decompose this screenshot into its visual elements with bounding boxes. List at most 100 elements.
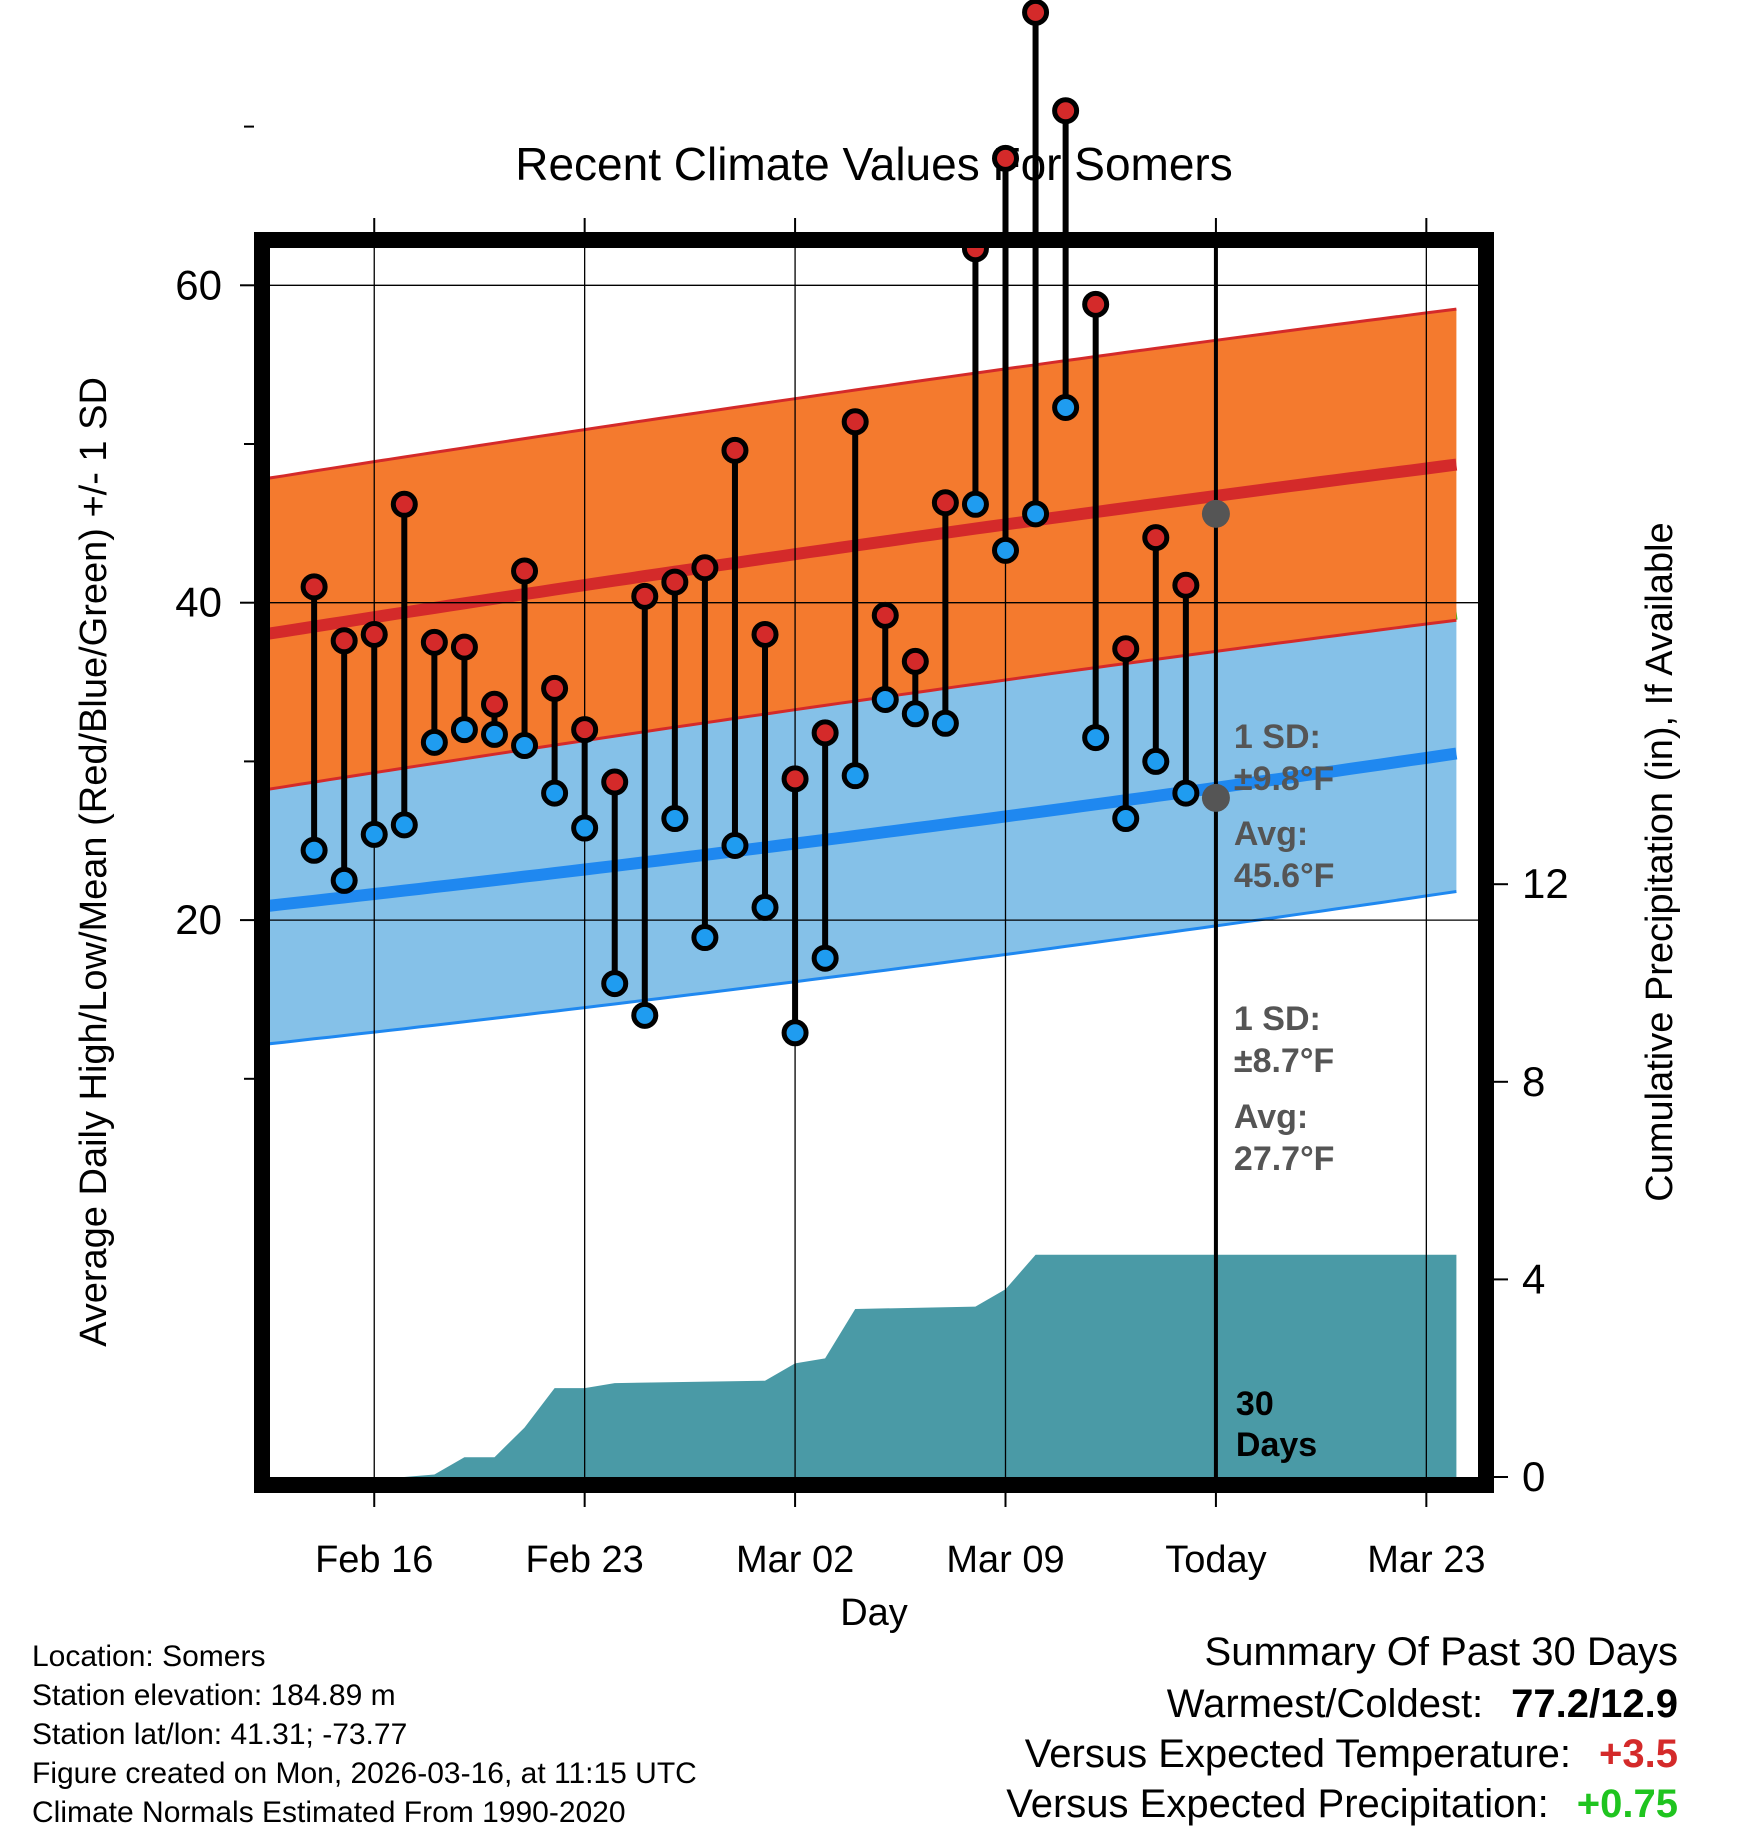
daily-high-marker [601, 768, 629, 796]
precipitation-anomaly-value: +0.75 [1576, 1782, 1678, 1826]
daily-high-marker [781, 765, 809, 793]
window-days-number: 30 [1236, 1385, 1274, 1423]
daily-low-marker [390, 811, 418, 839]
daily-high-marker [992, 144, 1019, 172]
y2-tick-label: 0 [1522, 1453, 1545, 1500]
daily-low-marker [841, 762, 869, 790]
y-axis-label: Average Daily High/Low/Mean (Red/Blue/Gr… [73, 377, 115, 1347]
x-tick-label: Mar 23 [1367, 1539, 1485, 1581]
daily-high-marker [480, 690, 508, 718]
daily-low-marker [511, 732, 539, 760]
daily-low-marker [360, 820, 388, 848]
high-avg-value: 45.6°F [1234, 857, 1335, 895]
today-low-avg-dot [1201, 783, 1230, 812]
daily-low-marker [1112, 805, 1140, 833]
daily-low-marker [571, 814, 599, 842]
daily-high-marker [420, 628, 448, 656]
daily-low-marker [1082, 724, 1110, 752]
daily-low-marker [450, 716, 478, 744]
footer-location: Location: Somers [32, 1640, 266, 1673]
daily-low-marker [631, 1001, 659, 1029]
daily-low-marker [330, 866, 358, 894]
temperature-anomaly-value: +3.5 [1599, 1732, 1678, 1776]
daily-low-marker [420, 728, 448, 756]
today-high-avg-dot [1201, 499, 1230, 528]
daily-high-marker [300, 573, 328, 601]
daily-high-marker [901, 647, 929, 675]
daily-high-marker [751, 620, 779, 648]
daily-low-marker [961, 490, 989, 518]
summary-warmest-coldest: Warmest/Coldest: 77.2/12.9 [1167, 1684, 1678, 1724]
daily-high-marker [360, 620, 388, 648]
warmest-coldest-label: Warmest/Coldest: [1166, 1682, 1484, 1726]
daily-high-marker [871, 601, 899, 629]
footer-created: Figure created on Mon, 2026-03-16, at 11… [32, 1757, 697, 1790]
daily-high-marker [811, 719, 839, 747]
y2-axis-label: Cumulative Precipitation (in), If Availa… [1639, 522, 1681, 1201]
daily-low-marker [1172, 779, 1200, 807]
precipitation-anomaly-label: Versus Expected Precipitation: [1006, 1782, 1549, 1826]
daily-low-marker [480, 720, 508, 748]
daily-high-marker [450, 633, 478, 661]
summary-precipitation: Versus Expected Precipitation: +0.75 [1006, 1784, 1678, 1824]
daily-high-marker [931, 489, 959, 517]
x-axis-label: Day [840, 1592, 908, 1634]
temperature-anomaly-label: Versus Expected Temperature: [1024, 1732, 1572, 1776]
x-tick-label: Feb 16 [315, 1539, 433, 1581]
low-sd-label: 1 SD: [1234, 1000, 1321, 1038]
daily-high-marker [541, 674, 569, 702]
daily-low-marker [992, 536, 1019, 564]
daily-low-marker [601, 970, 629, 998]
warmest-coldest-value: 77.2/12.9 [1511, 1682, 1678, 1726]
daily-low-marker [721, 832, 749, 860]
summary-title: Summary Of Past 30 Days [1205, 1632, 1678, 1672]
daily-high-marker [661, 568, 689, 596]
x-tick-label: Mar 09 [946, 1539, 1064, 1581]
high-band-upper-edge [270, 307, 1457, 480]
daily-low-marker [1022, 500, 1050, 528]
high-avg-label: Avg: [1234, 815, 1308, 853]
footer-normals: Climate Normals Estimated From 1990-2020 [32, 1796, 626, 1829]
y-tick-label: 20 [175, 896, 222, 943]
daily-low-marker [691, 924, 719, 952]
x-tick-label: Feb 23 [526, 1539, 644, 1581]
high-sd-label: 1 SD: [1234, 718, 1321, 756]
daily-high-marker [631, 582, 659, 610]
daily-low-marker [931, 709, 959, 737]
low-avg-value: 27.7°F [1234, 1140, 1335, 1178]
footer-elevation: Station elevation: 184.89 m [32, 1679, 396, 1712]
daily-high-marker [691, 554, 719, 582]
daily-low-marker [541, 779, 569, 807]
plot-frame [254, 232, 1494, 1493]
footer-latlon: Station lat/lon: 41.31; -73.77 [32, 1718, 408, 1751]
daily-low-marker [1142, 747, 1170, 775]
daily-low-marker [1052, 393, 1080, 421]
y-tick-label: 60 [175, 261, 222, 308]
daily-high-marker [511, 557, 539, 585]
daily-high-marker [1052, 97, 1080, 125]
plot-area: 1 SD: ±9.8°F Avg: 45.6°F 1 SD: ±8.7°F Avg: 27.7… [175, 0, 1569, 1581]
daily-high-marker [1142, 524, 1170, 552]
daily-low-marker [300, 836, 328, 864]
high-sd-value: ±9.8°F [1234, 760, 1334, 798]
window-days-word: Days [1236, 1426, 1317, 1464]
daily-high-marker [841, 408, 869, 436]
normal-low-line [270, 747, 1458, 912]
daily-low-marker [901, 700, 929, 728]
daily-low-marker [781, 1019, 809, 1047]
daily-low-marker [871, 686, 899, 714]
low-sd-value: ±8.7°F [1234, 1042, 1334, 1080]
summary-title-text: Summary Of Past 30 Days [1204, 1630, 1678, 1674]
chart-title: Recent Climate Values For Somers [515, 138, 1233, 190]
y-tick-label: 40 [175, 579, 222, 626]
y2-tick-label: 8 [1522, 1058, 1545, 1105]
daily-high-marker [1172, 571, 1200, 599]
daily-low-marker [751, 893, 779, 921]
daily-high-marker [1112, 635, 1140, 663]
daily-high-marker [390, 490, 418, 518]
daily-high-marker [721, 436, 749, 464]
daily-low-marker [811, 944, 839, 972]
low-avg-label: Avg: [1234, 1098, 1308, 1136]
summary-temperature: Versus Expected Temperature: +3.5 [1025, 1734, 1678, 1774]
daily-high-marker [1082, 290, 1110, 318]
